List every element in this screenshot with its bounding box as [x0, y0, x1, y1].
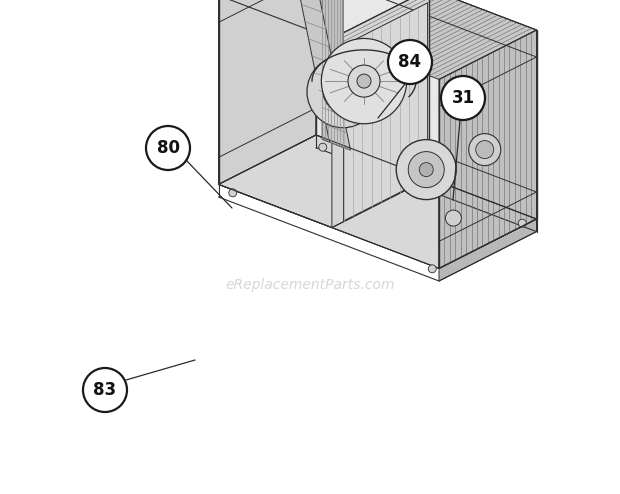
- Circle shape: [357, 74, 371, 88]
- Circle shape: [319, 143, 327, 151]
- Polygon shape: [218, 0, 439, 268]
- Circle shape: [307, 56, 379, 128]
- Polygon shape: [439, 30, 536, 268]
- Polygon shape: [316, 135, 536, 232]
- Circle shape: [83, 368, 127, 412]
- Circle shape: [518, 219, 526, 227]
- Polygon shape: [332, 0, 430, 228]
- Circle shape: [445, 210, 461, 226]
- Text: 83: 83: [94, 381, 117, 399]
- Text: 31: 31: [451, 89, 474, 107]
- Polygon shape: [332, 0, 536, 80]
- Circle shape: [334, 82, 352, 101]
- Text: 80: 80: [156, 139, 180, 157]
- Polygon shape: [343, 3, 428, 221]
- Polygon shape: [218, 135, 536, 268]
- Circle shape: [419, 163, 433, 176]
- Polygon shape: [439, 219, 536, 281]
- Circle shape: [408, 152, 445, 188]
- Text: 84: 84: [399, 53, 422, 71]
- Text: eReplacementParts.com: eReplacementParts.com: [225, 278, 395, 292]
- Circle shape: [469, 133, 501, 165]
- Polygon shape: [298, 0, 350, 150]
- Circle shape: [146, 126, 190, 170]
- Circle shape: [441, 76, 485, 120]
- Polygon shape: [322, 0, 343, 147]
- Polygon shape: [439, 30, 536, 268]
- Polygon shape: [218, 0, 316, 184]
- Circle shape: [229, 189, 237, 197]
- Circle shape: [396, 140, 456, 200]
- Circle shape: [321, 39, 407, 123]
- Polygon shape: [430, 0, 536, 219]
- Circle shape: [348, 65, 380, 97]
- Circle shape: [476, 141, 494, 159]
- Circle shape: [428, 265, 436, 273]
- Polygon shape: [316, 0, 430, 178]
- Circle shape: [323, 72, 363, 112]
- Circle shape: [388, 40, 432, 84]
